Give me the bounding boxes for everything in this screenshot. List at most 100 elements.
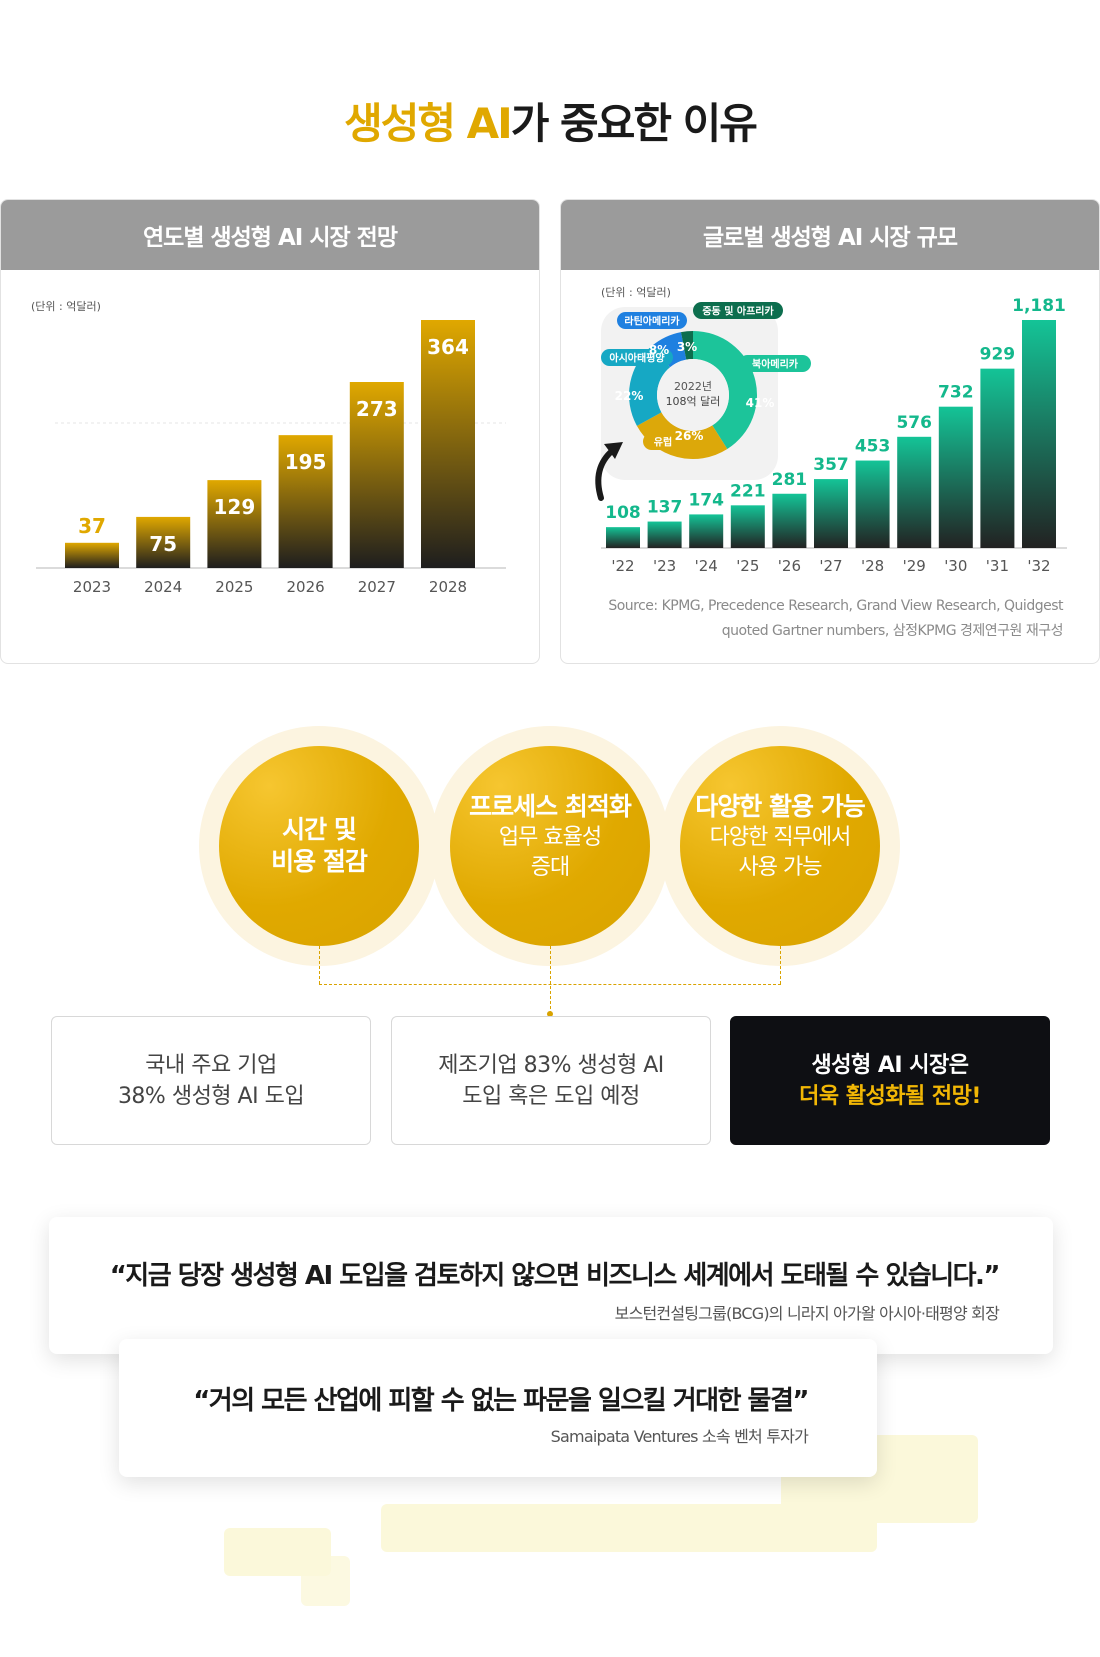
- slice-label-pill: [617, 312, 687, 329]
- slice-label: 중동 및 아프리카: [702, 305, 774, 318]
- x-tick-label: 2028: [429, 578, 467, 596]
- connector-line: [550, 946, 551, 1014]
- data-label: 108: [605, 503, 641, 523]
- bar-2023: [65, 542, 119, 568]
- slice-label-pill: [739, 355, 811, 372]
- x-tick-label: '27: [819, 557, 842, 575]
- donut-center-year: 2022년: [674, 380, 712, 393]
- slice-percent: 3%: [677, 340, 697, 354]
- connector-dot: [547, 1011, 553, 1017]
- bar-2028: [421, 320, 475, 568]
- decor-rect: [381, 1504, 877, 1552]
- bar-2024: [136, 516, 191, 568]
- slice-label: 유럽: [654, 436, 672, 449]
- x-tick-label: '31: [986, 557, 1009, 575]
- data-label: 929: [980, 345, 1016, 365]
- x-tick-label: '24: [695, 557, 718, 575]
- data-label: 129: [214, 495, 256, 519]
- data-label: 453: [855, 437, 891, 457]
- curved-arrow-icon: [595, 447, 616, 501]
- unit-label: (단위 : 억달러): [31, 300, 101, 313]
- bar-'31: [980, 368, 1015, 548]
- title-highlight: 생성형 AI: [344, 99, 513, 148]
- data-label: 732: [938, 383, 974, 403]
- connector-line: [319, 946, 320, 984]
- quote-text: “거의 모든 산업에 피할 수 없는 파문을 일으킬 거대한 물결”: [193, 1386, 809, 1416]
- quote-card-samaipata: “거의 모든 산업에 피할 수 없는 파문을 일으킬 거대한 물결” Samai…: [119, 1339, 877, 1477]
- slice-percent: 8%: [649, 343, 669, 357]
- circle-title: 시간 및: [282, 815, 357, 844]
- page-title: 생성형 AI가 중요한 이유: [0, 90, 1100, 151]
- bar-'27: [814, 479, 848, 548]
- x-tick-label: 2023: [73, 578, 111, 596]
- slice-label: 라틴아메리카: [624, 315, 680, 328]
- bar-'32: [1022, 320, 1056, 548]
- data-label: 75: [149, 532, 177, 556]
- bar-'22: [606, 527, 640, 548]
- data-label: 576: [896, 413, 932, 433]
- bar-'28: [855, 460, 890, 548]
- bar-'24: [689, 514, 724, 548]
- box-line: 38% 생성형 AI 도입: [117, 1083, 305, 1109]
- x-tick-label: '30: [944, 557, 967, 575]
- donut-slice: [681, 331, 693, 360]
- stat-box-manufacturing: 제조기업 83% 생성형 AI 도입 혹은 도입 예정: [391, 1016, 711, 1145]
- bar-2027: [349, 382, 404, 568]
- x-tick-label: '25: [736, 557, 759, 575]
- data-label: 174: [688, 490, 724, 510]
- box-line: 생성형 AI 시장은: [811, 1052, 969, 1078]
- benefit-circle-process: 프로세스 최적화 업무 효율성 증대: [430, 726, 670, 966]
- donut-center-total: 108억 달러: [666, 395, 721, 408]
- circle-sub: 다양한 직무에서: [709, 825, 852, 850]
- box-line-highlight: 더욱 활성화될 전망!: [799, 1083, 981, 1109]
- benefit-circle-cost: 시간 및 비용 절감: [199, 726, 439, 966]
- data-label: 273: [356, 397, 398, 421]
- slice-label: 북아메리카: [752, 358, 799, 371]
- x-tick-label: '32: [1027, 557, 1050, 575]
- arrow-head-icon: [604, 442, 623, 459]
- bar-'25: [730, 505, 765, 548]
- data-label: 221: [730, 481, 766, 501]
- quote-attribution: Samaipata Ventures 소속 벤처 투자가: [550, 1427, 809, 1446]
- slice-percent: 22%: [615, 389, 644, 403]
- bar-'30: [938, 406, 973, 548]
- x-tick-label: 2026: [287, 578, 325, 596]
- circle-title: 프로세스 최적화: [469, 792, 632, 821]
- source-line-2: quoted Gartner numbers, 삼정KPMG 경제연구원 재구성: [721, 623, 1064, 639]
- global-market-panel: 글로벌 생성형 AI 시장 규모 (단위 : 억달러) 108 '22 137 '23…: [560, 199, 1100, 664]
- yearly-forecast-panel: 연도별 생성형 AI 시장 전망 (단위 : 억달러) 37 2023 75 2024…: [0, 199, 540, 664]
- box-line: 국내 주요 기업: [145, 1052, 277, 1078]
- data-label: 364: [427, 335, 469, 359]
- data-label: 37: [78, 514, 106, 538]
- x-tick-label: '26: [778, 557, 801, 575]
- x-tick-label: 2025: [215, 578, 253, 596]
- quote-attribution: 보스턴컨설팅그룹(BCG)의 니라지 아가왈 아시아·태평양 회장: [614, 1304, 1000, 1323]
- slice-label: 아시아태평양: [609, 352, 665, 365]
- x-tick-label: '22: [611, 557, 634, 575]
- circle-sub: 사용 가능: [738, 855, 823, 880]
- box-line: 도입 혹은 도입 예정: [462, 1083, 640, 1109]
- x-tick-label: '28: [861, 557, 884, 575]
- data-label: 1,181: [1012, 296, 1066, 316]
- quote-text: “지금 당장 생성형 AI 도입을 검토하지 않으면 비즈니스 세계에서 도태될…: [109, 1261, 1001, 1291]
- yearly-bar-chart: 37 2023 75 2024 129 2025 195 2026 273 2027 364 2028: [36, 320, 506, 596]
- donut-slice: [652, 332, 687, 368]
- title-rest: 가 중요한 이유: [510, 99, 758, 148]
- circle-title: 다양한 활용 가능: [695, 792, 865, 821]
- x-tick-label: 2024: [144, 578, 182, 596]
- bar-'29: [897, 436, 932, 548]
- bar-'26: [772, 493, 807, 548]
- box-line: 제조기업 83% 생성형 AI: [438, 1052, 664, 1078]
- panel-title: 연도별 생성형 AI 시장 전망: [1, 200, 539, 270]
- slice-label-pill: [693, 302, 783, 319]
- circle-sub: 증대: [530, 855, 570, 880]
- global-bar-chart: 108 '22 137 '23 174 '24 221 '25 281 '26 357 '27 453 '…: [595, 296, 1067, 575]
- unit-label: (단위 : 억달러): [601, 286, 671, 299]
- x-tick-label: 2027: [358, 578, 396, 596]
- slice-label-pill: [601, 349, 673, 366]
- bar-2026: [278, 435, 333, 568]
- quote-card-bcg: “지금 당장 생성형 AI 도입을 검토하지 않으면 비즈니스 세계에서 도태될…: [49, 1217, 1053, 1354]
- connector-line: [780, 946, 781, 984]
